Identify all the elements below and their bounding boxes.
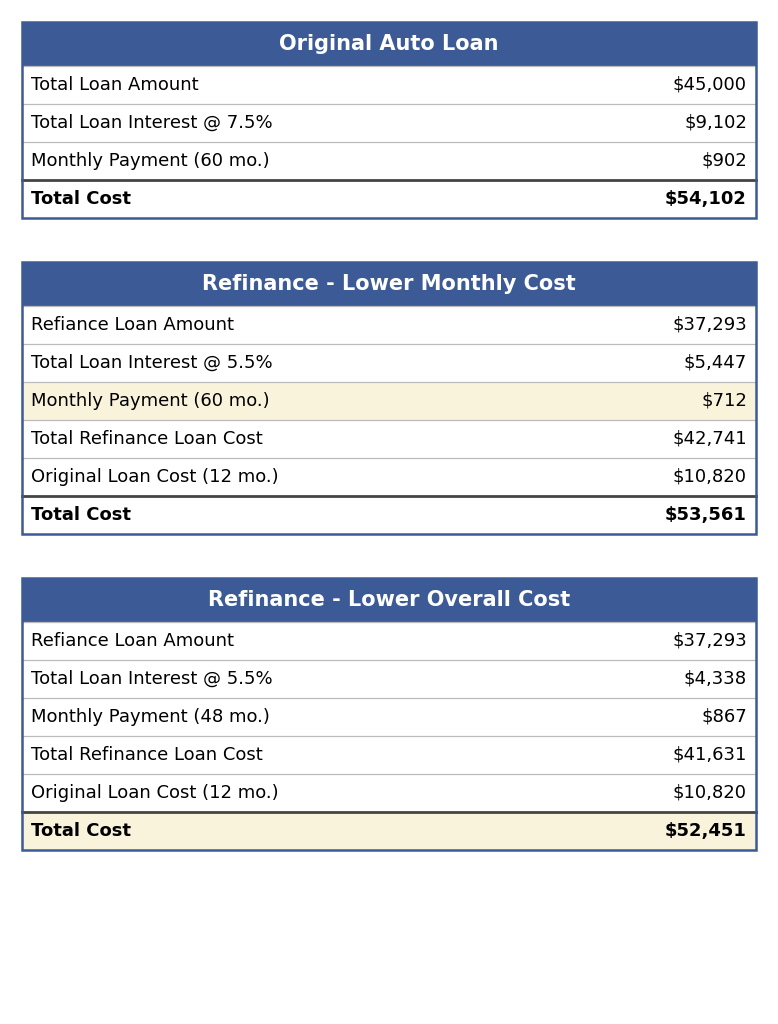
Bar [22,344,756,382]
Bar [22,22,756,66]
Bar [22,578,756,850]
Bar [22,262,756,534]
Bar [22,458,756,496]
Text: $37,293: $37,293 [672,316,747,334]
Bar [22,180,756,218]
Text: Total Loan Amount: Total Loan Amount [31,76,198,94]
Text: Total Loan Interest @ 7.5%: Total Loan Interest @ 7.5% [31,114,272,132]
Text: Original Loan Cost (12 mo.): Original Loan Cost (12 mo.) [31,468,279,486]
Text: Original Loan Cost (12 mo.): Original Loan Cost (12 mo.) [31,784,279,802]
Text: Refiance Loan Amount: Refiance Loan Amount [31,632,234,650]
Text: $52,451: $52,451 [665,822,747,840]
Text: Total Refinance Loan Cost: Total Refinance Loan Cost [31,430,263,449]
Text: $712: $712 [701,392,747,410]
Text: $37,293: $37,293 [672,632,747,650]
Text: Refiance Loan Amount: Refiance Loan Amount [31,316,234,334]
Text: $9,102: $9,102 [684,114,747,132]
Bar [22,420,756,458]
Text: $42,741: $42,741 [672,430,747,449]
Bar [22,698,756,736]
Text: $902: $902 [701,152,747,170]
Text: Monthly Payment (60 mo.): Monthly Payment (60 mo.) [31,392,270,410]
Bar [22,622,756,660]
Bar [22,262,756,306]
Bar [22,22,756,218]
Bar [22,382,756,420]
Text: $10,820: $10,820 [673,784,747,802]
Text: Total Cost: Total Cost [31,506,131,524]
Bar [22,660,756,698]
Bar [22,104,756,142]
Text: Total Loan Interest @ 5.5%: Total Loan Interest @ 5.5% [31,670,272,688]
Bar [22,66,756,104]
Bar [22,306,756,344]
Text: Monthly Payment (48 mo.): Monthly Payment (48 mo.) [31,708,270,726]
Text: Original Auto Loan: Original Auto Loan [279,34,499,54]
Text: $4,338: $4,338 [684,670,747,688]
Text: Refinance - Lower Monthly Cost: Refinance - Lower Monthly Cost [202,274,576,294]
Text: $54,102: $54,102 [665,190,747,208]
Bar [22,142,756,180]
Text: Total Refinance Loan Cost: Total Refinance Loan Cost [31,746,263,764]
Bar [22,774,756,812]
Text: $867: $867 [701,708,747,726]
Text: Refinance - Lower Overall Cost: Refinance - Lower Overall Cost [208,590,570,610]
Text: Monthly Payment (60 mo.): Monthly Payment (60 mo.) [31,152,270,170]
Bar [22,578,756,622]
Text: $45,000: $45,000 [673,76,747,94]
Text: $5,447: $5,447 [684,354,747,372]
Bar [22,736,756,774]
Bar [22,812,756,850]
Text: $53,561: $53,561 [665,506,747,524]
Text: Total Cost: Total Cost [31,190,131,208]
Text: Total Cost: Total Cost [31,822,131,840]
Bar [22,496,756,534]
Text: $41,631: $41,631 [673,746,747,764]
Text: $10,820: $10,820 [673,468,747,486]
Text: Total Loan Interest @ 5.5%: Total Loan Interest @ 5.5% [31,354,272,372]
